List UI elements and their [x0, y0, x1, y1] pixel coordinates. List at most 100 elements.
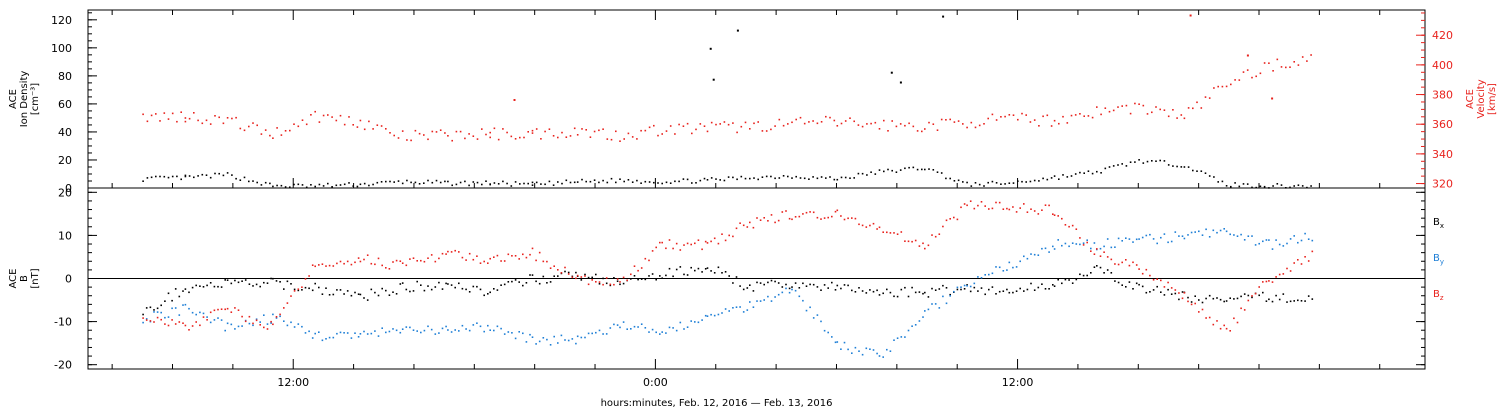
top-black-point — [248, 180, 250, 183]
bottom-Bx-point — [843, 284, 846, 286]
top-red-point — [1289, 66, 1291, 68]
bottom-Bz-point — [927, 244, 930, 247]
bottom-Bx-point — [690, 266, 692, 269]
bottom-Bz-point — [511, 255, 513, 257]
bottom-Bz-point — [259, 324, 261, 326]
top-red-point — [940, 118, 943, 121]
bottom-Bx-point — [1037, 286, 1040, 289]
top-red-point — [535, 128, 538, 130]
bottom-By-point — [945, 302, 948, 305]
top-black-point — [874, 173, 877, 175]
bottom-Bz-point — [1236, 321, 1239, 324]
bottom-By-point — [1037, 254, 1040, 256]
top-black-point — [749, 177, 751, 180]
top-red-point — [1096, 106, 1098, 108]
bottom-Bz-point — [297, 288, 300, 290]
top-black-point — [569, 181, 572, 184]
bottom-Bx-point — [427, 285, 429, 287]
bottom-Bz-point — [1156, 278, 1158, 280]
bottom-By-point — [694, 321, 696, 323]
bottom-Bz-point — [918, 245, 921, 247]
legend-subscript: x — [1440, 222, 1444, 230]
top-red-point — [1070, 114, 1073, 117]
bottom-By-point — [321, 339, 324, 342]
top-red-point — [264, 129, 267, 131]
bottom-Bx-point — [770, 279, 773, 282]
bottom-By-point — [357, 336, 360, 338]
bottom-Bx-point — [153, 309, 155, 311]
bottom-Bz-point — [1251, 295, 1253, 297]
bottom-Bx-point — [1208, 294, 1211, 297]
bottom-Bx-point — [788, 287, 791, 290]
bottom-By-point — [1141, 236, 1144, 239]
top-red-point — [912, 125, 915, 128]
top-red-point — [1246, 69, 1249, 71]
bottom-Bx-point — [308, 287, 310, 290]
top-black-point — [974, 182, 977, 184]
bottom-Bz-point — [234, 307, 236, 309]
bottom-Bx-point — [869, 289, 871, 291]
bottom-Bx-point — [717, 266, 720, 269]
top-red-point — [770, 128, 772, 131]
bottom-Bz-point — [1271, 281, 1274, 283]
bottom-By-point — [686, 326, 689, 328]
top-black-point — [1038, 180, 1040, 182]
bottom-By-point — [637, 326, 639, 328]
bottom-Bx-point — [241, 280, 243, 282]
top-black-point — [159, 175, 161, 178]
bottom-By-point — [1174, 231, 1177, 233]
bottom-Bx-point — [896, 295, 899, 298]
top-black-point — [991, 180, 994, 183]
bottom-Bx-point — [956, 288, 959, 291]
top-black-point — [744, 177, 747, 180]
bottom-Bx-point — [571, 275, 574, 278]
bottom-Bz-point — [1219, 327, 1222, 330]
top-black-point — [1176, 165, 1178, 168]
bottom-By-point — [651, 328, 654, 331]
bottom-Bz-point — [960, 206, 962, 209]
top-black-point — [1042, 177, 1044, 180]
top-black-point — [1142, 162, 1145, 164]
top-black-point — [1033, 179, 1036, 182]
bottom-Bz-point — [963, 203, 966, 205]
top-red-point — [991, 113, 994, 116]
bottom-Bz-point — [409, 258, 411, 260]
top-black-point — [829, 176, 831, 178]
bottom-Bx-point — [812, 283, 815, 286]
bottom-Bx-point — [1135, 282, 1138, 285]
bottom-By-point — [836, 341, 839, 343]
top-black-point — [531, 181, 534, 184]
bottom-By-point — [934, 303, 937, 305]
top-red-point — [966, 126, 968, 129]
bottom-Bz-point — [549, 267, 552, 269]
top-red-point — [610, 138, 613, 141]
bottom-Bx-point — [922, 292, 924, 295]
bottom-Bz-point — [1233, 317, 1235, 320]
bottom-Bx-point — [1128, 281, 1131, 283]
bottom-Bx-point — [454, 286, 456, 289]
bottom-By-point — [1071, 242, 1074, 244]
bottom-By-point — [142, 321, 144, 324]
bottom-Bz-point — [1265, 280, 1268, 283]
top-black-point — [1259, 185, 1262, 188]
top-red-point — [197, 119, 199, 122]
top-red-point — [1008, 114, 1011, 116]
bottom-Bx-point — [706, 267, 709, 269]
top-black-point — [669, 182, 672, 184]
bottom-Bx-point — [651, 273, 654, 275]
top-black-point — [1196, 170, 1198, 172]
bottom-By-point — [616, 324, 619, 326]
bottom-By-point — [580, 336, 583, 339]
bottom-Bz-point — [602, 283, 604, 286]
bottom-By-point — [770, 300, 773, 302]
bottom-Bx-point — [1278, 298, 1281, 301]
top-black-point — [552, 184, 555, 186]
bottom-Bx-point — [1121, 284, 1123, 286]
bottom-Bx-point — [445, 282, 447, 285]
top-black-point — [719, 179, 721, 181]
bottom-Bx-point — [230, 282, 233, 285]
bottom-Bx-point — [412, 290, 415, 292]
top-black-point — [983, 185, 985, 187]
top-black-point — [774, 177, 776, 180]
